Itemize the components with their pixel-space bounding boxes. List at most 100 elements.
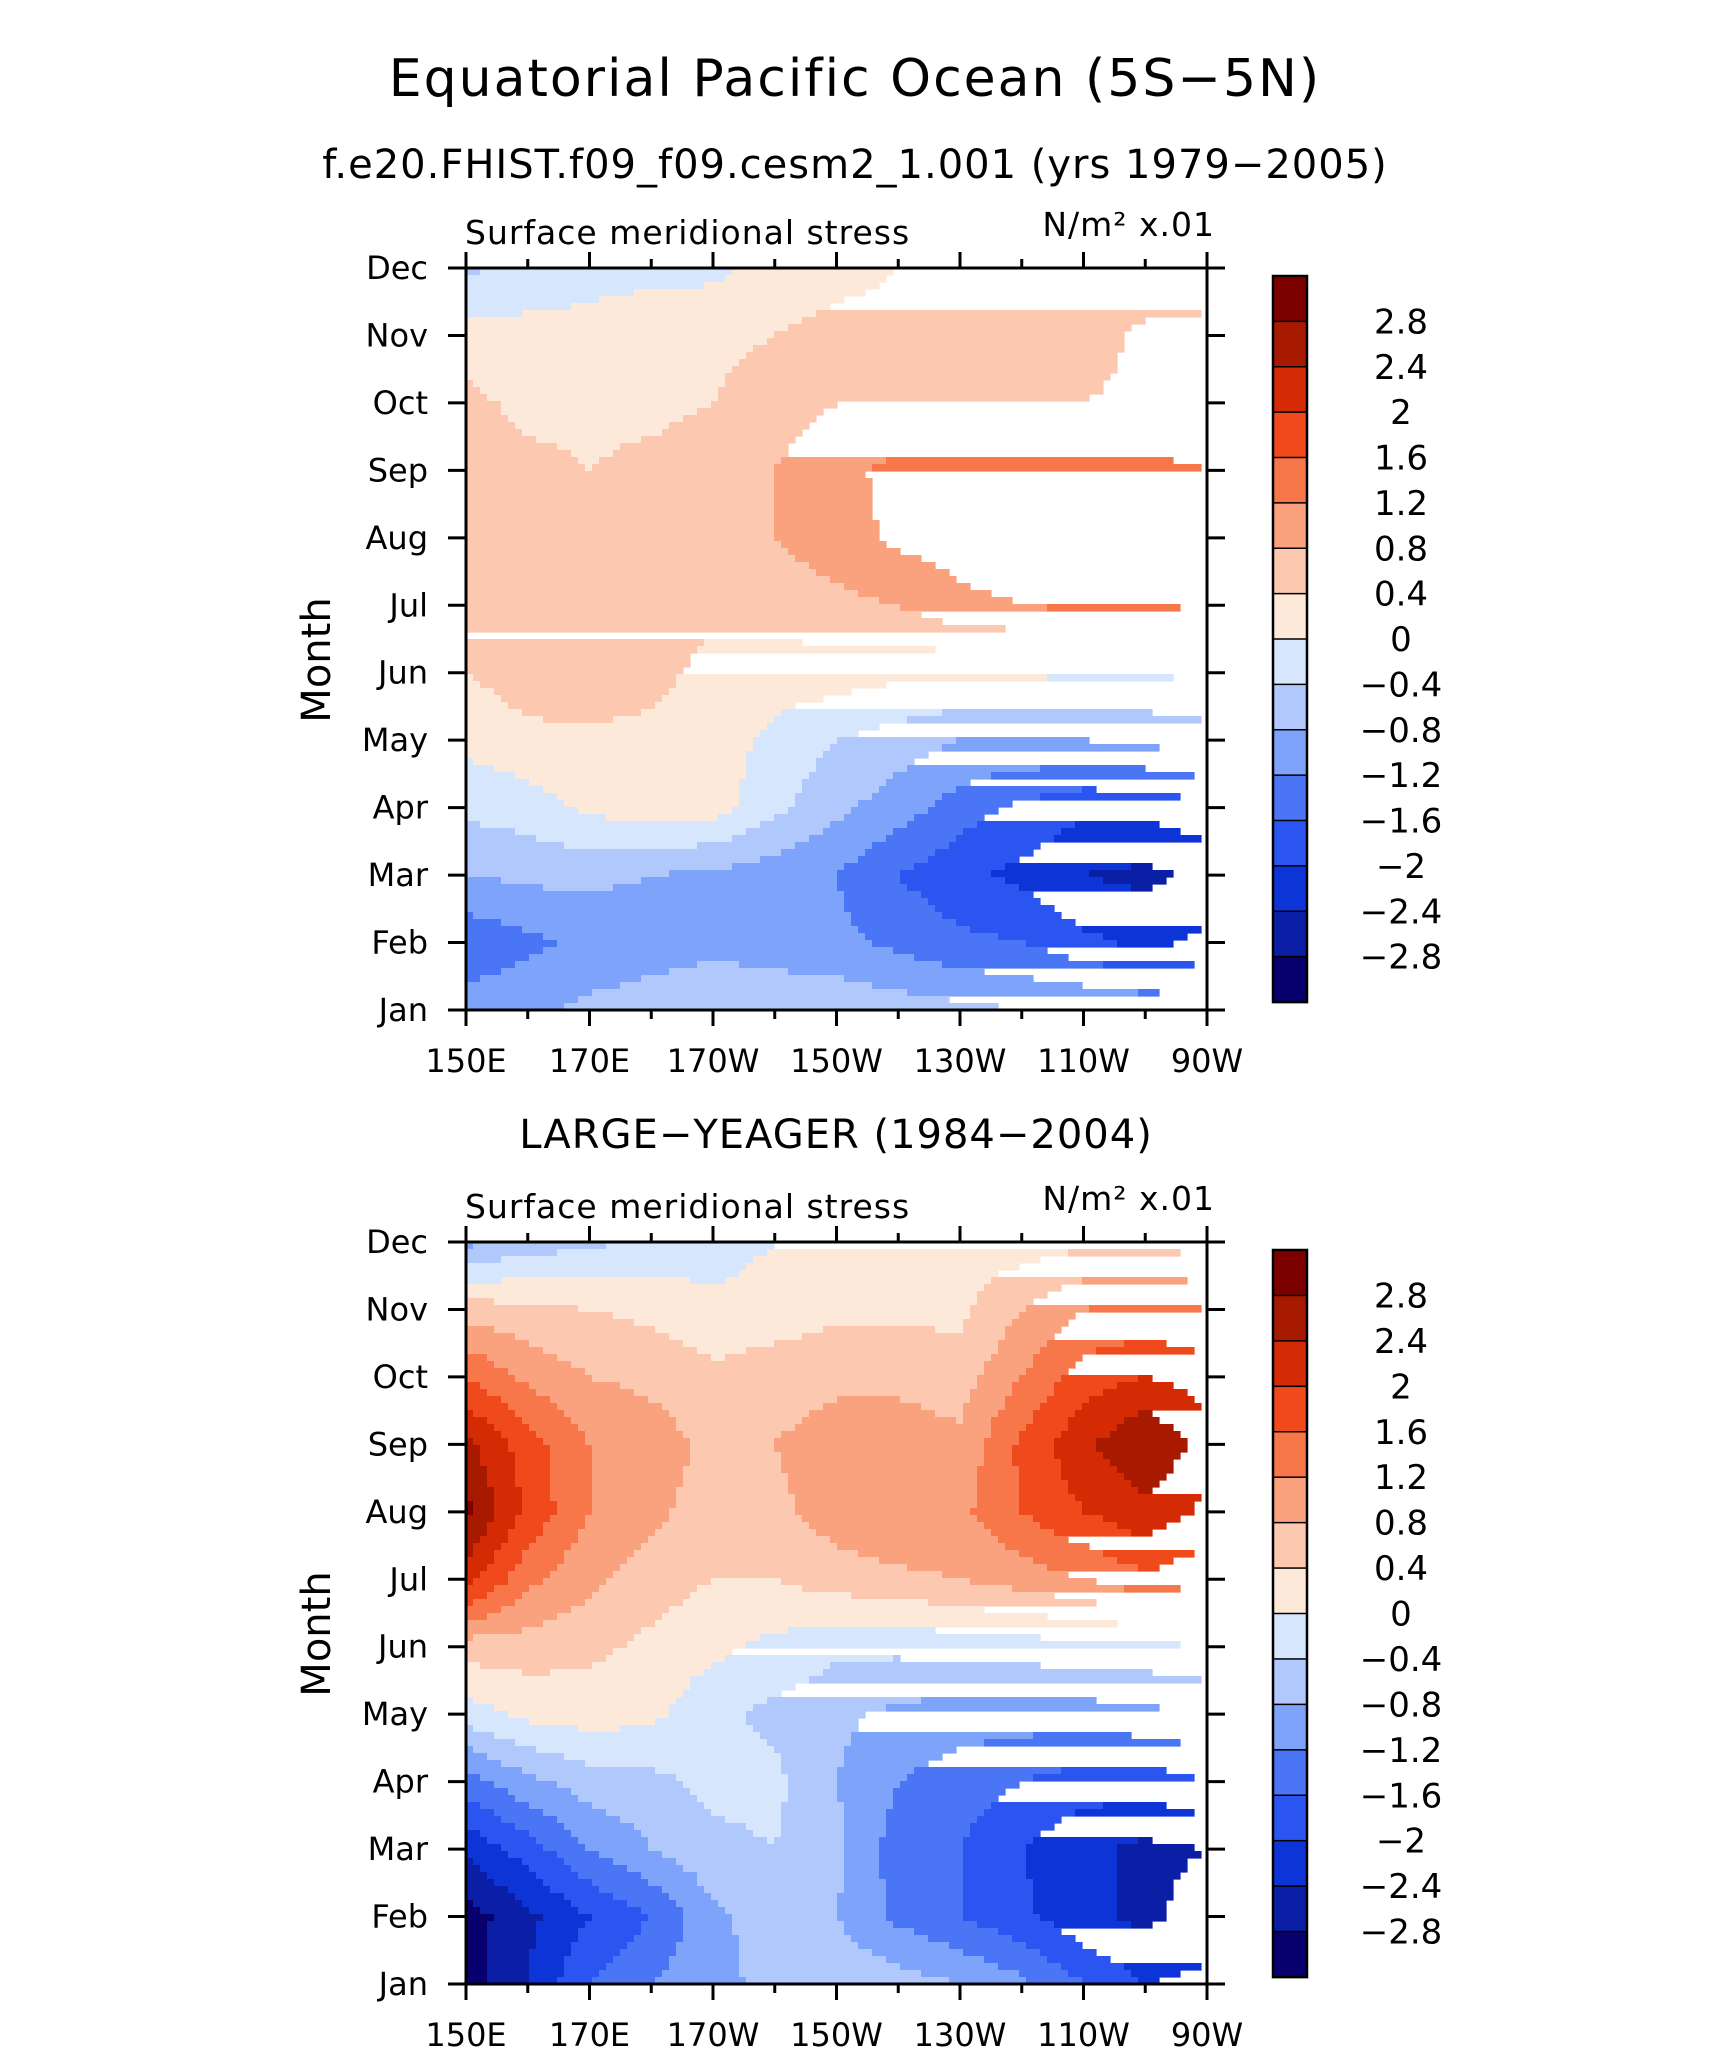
heat-cell — [522, 1501, 558, 1509]
heat-cell — [466, 1641, 628, 1649]
heat-cell — [543, 1914, 593, 1922]
heat-cell — [466, 1921, 488, 1929]
heat-cell — [1117, 1557, 1174, 1565]
colorbar-label: 2.4 — [1374, 1322, 1428, 1362]
heat-cell — [746, 772, 810, 780]
heat-cell — [977, 1298, 1034, 1306]
heat-cell — [592, 1466, 684, 1474]
heat-cell — [662, 1522, 810, 1530]
heat-cell — [879, 1858, 964, 1866]
heat-cell — [466, 422, 516, 430]
heat-cell — [690, 1438, 775, 1446]
heat-cell — [676, 1858, 845, 1866]
colorbar-swatch — [1272, 1930, 1308, 1979]
heat-cell — [501, 408, 698, 416]
heat-cell — [683, 1599, 929, 1607]
heat-cell — [648, 1536, 831, 1544]
heat-cell — [466, 1445, 481, 1453]
heat-cell — [662, 695, 824, 703]
heat-cell — [480, 1382, 530, 1390]
x-tick-label: 170W — [667, 2016, 760, 2054]
heat-cell — [599, 1970, 663, 1978]
heat-cell — [816, 1529, 992, 1537]
heat-cell — [466, 1648, 614, 1656]
heat-cell — [1019, 1501, 1083, 1509]
heat-cell — [662, 1886, 705, 1894]
heat-cell — [739, 1963, 901, 1971]
heat-cell — [1061, 1459, 1111, 1467]
heat-cell — [501, 1396, 551, 1404]
heat-cell — [620, 1816, 726, 1824]
heat-cell — [1026, 1872, 1118, 1880]
heat-cell — [522, 1900, 572, 1908]
heat-cell — [466, 282, 705, 290]
heat-cell — [900, 1396, 971, 1404]
heat-cell — [466, 660, 691, 668]
heat-cell — [704, 1886, 845, 1894]
heat-cell — [683, 1431, 782, 1439]
heat-cell — [620, 1564, 908, 1572]
heat-cell — [1061, 1431, 1111, 1439]
heat-cell — [466, 1249, 558, 1257]
heat-cell — [1075, 821, 1160, 829]
heat-cell — [613, 1956, 670, 1964]
heat-cell — [536, 1746, 775, 1754]
heat-cell — [795, 555, 922, 563]
heat-cell — [1054, 1438, 1097, 1446]
heat-cell — [851, 807, 929, 815]
heat-cell — [697, 646, 936, 654]
heat-cell — [1033, 1410, 1076, 1418]
heat-cell — [543, 1809, 607, 1817]
heat-cell — [767, 723, 880, 731]
heat-cell — [529, 779, 740, 787]
heat-cell — [641, 975, 845, 983]
heat-cell — [837, 870, 901, 878]
heat-cell — [634, 1935, 684, 1943]
heat-cell — [578, 1725, 621, 1733]
colorbar-label: −2.4 — [1360, 892, 1443, 932]
heat-cell — [844, 1837, 880, 1845]
colorbar: 2.8 2.4 2 1.6 1.2 0.8 0.4 0 −0.4 −0.8 −1.2 −1.6 −2 −2… — [1271, 1248, 1442, 1979]
heat-cell — [1131, 1480, 1160, 1488]
heat-cell — [893, 947, 1048, 955]
heat-cell — [697, 1585, 803, 1593]
y-tick-label: Sep — [368, 451, 428, 489]
heat-cell — [592, 1480, 684, 1488]
heat-cell — [1012, 1585, 1125, 1593]
heat-cell — [494, 1809, 544, 1817]
heat-cell — [473, 758, 747, 766]
heat-cell — [592, 989, 908, 997]
heat-cell — [1026, 1977, 1083, 1985]
heat-cell — [844, 1802, 894, 1810]
heat-cell — [508, 1571, 551, 1579]
heat-cell — [1061, 1767, 1167, 1775]
heat-cell — [676, 1424, 796, 1432]
heat-cell — [921, 1697, 1097, 1705]
heat-cell — [655, 702, 796, 710]
heat-cell — [592, 1487, 677, 1495]
heat-cell — [760, 1732, 852, 1740]
heat-cell — [564, 1753, 782, 1761]
colorbar-swatch — [1272, 275, 1308, 323]
heat-cell — [543, 1844, 586, 1852]
heat-cell — [690, 1452, 782, 1460]
colorbar-label: 2.4 — [1374, 348, 1428, 388]
heat-cell — [669, 1508, 796, 1516]
heat-cell — [515, 1466, 551, 1474]
heat-cell — [914, 863, 1006, 871]
heat-cell — [466, 548, 789, 556]
colorbar-label: 1.2 — [1374, 484, 1428, 524]
heat-cell — [627, 1900, 677, 1908]
heat-cell — [487, 1613, 558, 1621]
heat-cell — [977, 1816, 1062, 1824]
heat-cell — [466, 1669, 523, 1677]
heat-cell — [487, 1977, 530, 1985]
heat-cell — [1117, 1907, 1167, 1915]
heat-cell — [802, 786, 880, 794]
y-axis-label: Month — [294, 597, 340, 722]
heat-cell — [466, 1795, 516, 1803]
heat-cell — [634, 1550, 859, 1558]
heat-cell — [844, 1760, 929, 1768]
colorbar-swatch — [1272, 592, 1308, 641]
heat-cell — [515, 961, 698, 969]
